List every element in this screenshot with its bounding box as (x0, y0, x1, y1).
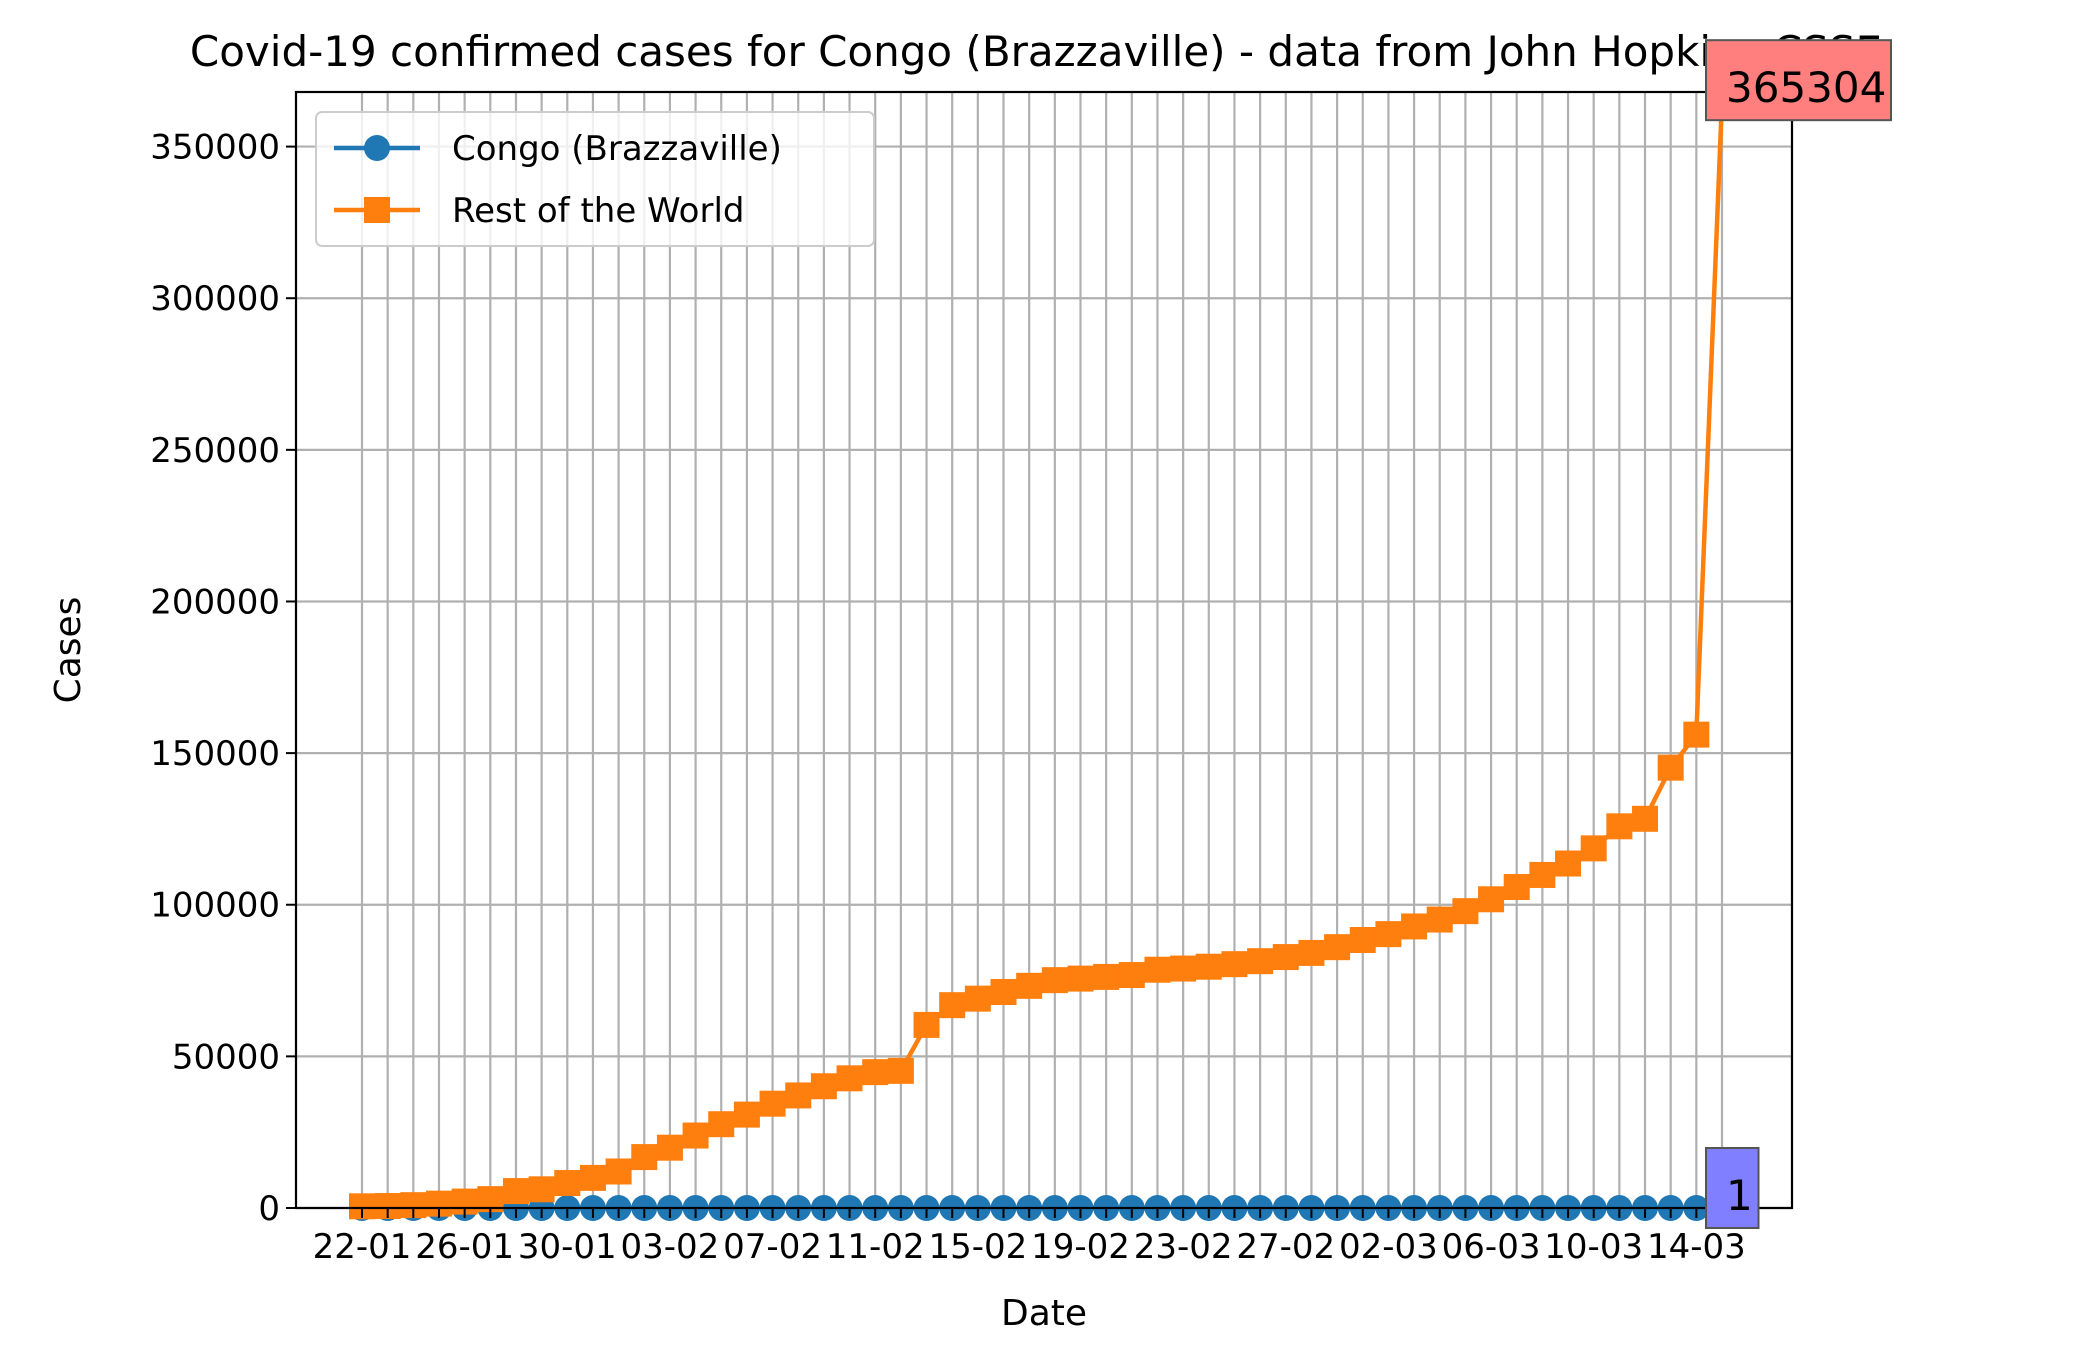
legend: Congo (Brazzaville) Rest of the World (315, 111, 875, 247)
legend-label: Rest of the World (452, 191, 745, 231)
annotation-label: 365304 (1726, 63, 1886, 112)
x-tick-label: 27-02 (1236, 1227, 1335, 1267)
data-point (1452, 898, 1479, 925)
data-point (1426, 906, 1453, 933)
legend-marker (364, 135, 390, 161)
data-point (1093, 963, 1120, 990)
x-tick-label: 03-02 (621, 1227, 720, 1267)
x-tick-label: 23-02 (1134, 1227, 1233, 1267)
data-point (579, 1164, 606, 1191)
data-point (733, 1101, 760, 1128)
data-point (1067, 965, 1094, 992)
chart-title: Covid-19 confirmed cases for Congo (Braz… (190, 27, 1882, 76)
x-tick-label: 22-01 (313, 1227, 412, 1267)
legend-marker (364, 197, 390, 223)
annotations: 365304 1 (1705, 39, 1892, 1229)
data-point (502, 1178, 529, 1205)
data-point (1529, 861, 1556, 888)
series-line (361, 100, 1725, 1209)
data-point (708, 1111, 735, 1138)
data-point (1118, 962, 1145, 989)
data-point (1247, 948, 1274, 975)
x-tick-label: 19-02 (1031, 1227, 1130, 1267)
data-point (605, 1158, 632, 1185)
x-tick-label: 11-02 (826, 1227, 925, 1267)
x-tick-label: 07-02 (723, 1227, 822, 1267)
data-point (1606, 813, 1633, 840)
series-rest-of-the-world (349, 87, 1735, 1220)
x-axis-label: Date (1001, 1293, 1087, 1334)
data-point (1144, 956, 1171, 983)
data-point (1632, 805, 1659, 832)
data-point (1041, 967, 1068, 994)
y-tick-label: 0 (258, 1189, 280, 1229)
x-tick-label: 02-03 (1339, 1227, 1438, 1267)
data-point (785, 1082, 812, 1109)
data-point (913, 1011, 940, 1038)
data-point (1657, 754, 1684, 781)
series-layer (349, 87, 1735, 1221)
data-point (631, 1144, 658, 1171)
data-point (1016, 972, 1043, 999)
y-tick-label: 350000 (150, 128, 280, 168)
data-point (528, 1176, 555, 1203)
data-point (964, 985, 991, 1012)
data-point (1170, 955, 1197, 982)
y-tick-label: 300000 (150, 279, 280, 319)
y-tick-label: 50000 (172, 1037, 280, 1077)
data-point (656, 1134, 683, 1161)
x-tick-label: 26-01 (415, 1227, 514, 1267)
data-point (810, 1073, 837, 1100)
x-axis: 22-01 26-01 30-01 03-02 07-02 11-02 15-02 19-02… (313, 1208, 1746, 1267)
data-point (1401, 913, 1428, 940)
data-point (1683, 721, 1710, 748)
x-tick-label: 14-03 (1647, 1227, 1746, 1267)
plot-frame (294, 90, 1794, 1210)
data-point (1478, 886, 1505, 913)
annotation-box (1705, 39, 1892, 122)
x-tick-label: 06-03 (1442, 1227, 1541, 1267)
data-point (1298, 939, 1325, 966)
data-point (1272, 944, 1299, 971)
y-tick-label: 150000 (150, 734, 280, 774)
legend-box (315, 111, 875, 247)
x-tick-label: 15-02 (928, 1227, 1027, 1267)
annotation-box (1705, 1146, 1760, 1229)
data-point (759, 1090, 786, 1117)
data-point (1555, 850, 1582, 877)
annotation: 365304 (1705, 39, 1892, 122)
data-point (887, 1057, 914, 1084)
data-point (1349, 927, 1376, 954)
data-point (1503, 874, 1530, 901)
y-tick-label: 200000 (150, 582, 280, 622)
data-point (682, 1122, 709, 1149)
x-tick-label: 30-01 (518, 1227, 617, 1267)
y-tick-label: 250000 (150, 431, 280, 471)
y-axis: 0 50000 100000 150000 200000 250000 300000 3500… (150, 128, 296, 1229)
grid (296, 92, 1792, 1210)
data-point (1324, 934, 1351, 961)
x-tick-label: 10-03 (1544, 1227, 1643, 1267)
y-tick-label: 100000 (150, 886, 280, 926)
data-point (1375, 921, 1402, 948)
data-point (1221, 951, 1248, 978)
data-point (939, 992, 966, 1019)
y-axis-label: Cases (48, 597, 89, 704)
data-point (554, 1170, 581, 1197)
annotation: 1 (1705, 1146, 1760, 1229)
data-point (862, 1059, 889, 1086)
annotation-label: 1 (1726, 1171, 1753, 1220)
legend-label: Congo (Brazzaville) (452, 129, 782, 169)
data-point (1195, 953, 1222, 980)
data-point (990, 979, 1017, 1006)
data-point (836, 1065, 863, 1092)
data-point (1580, 835, 1607, 862)
